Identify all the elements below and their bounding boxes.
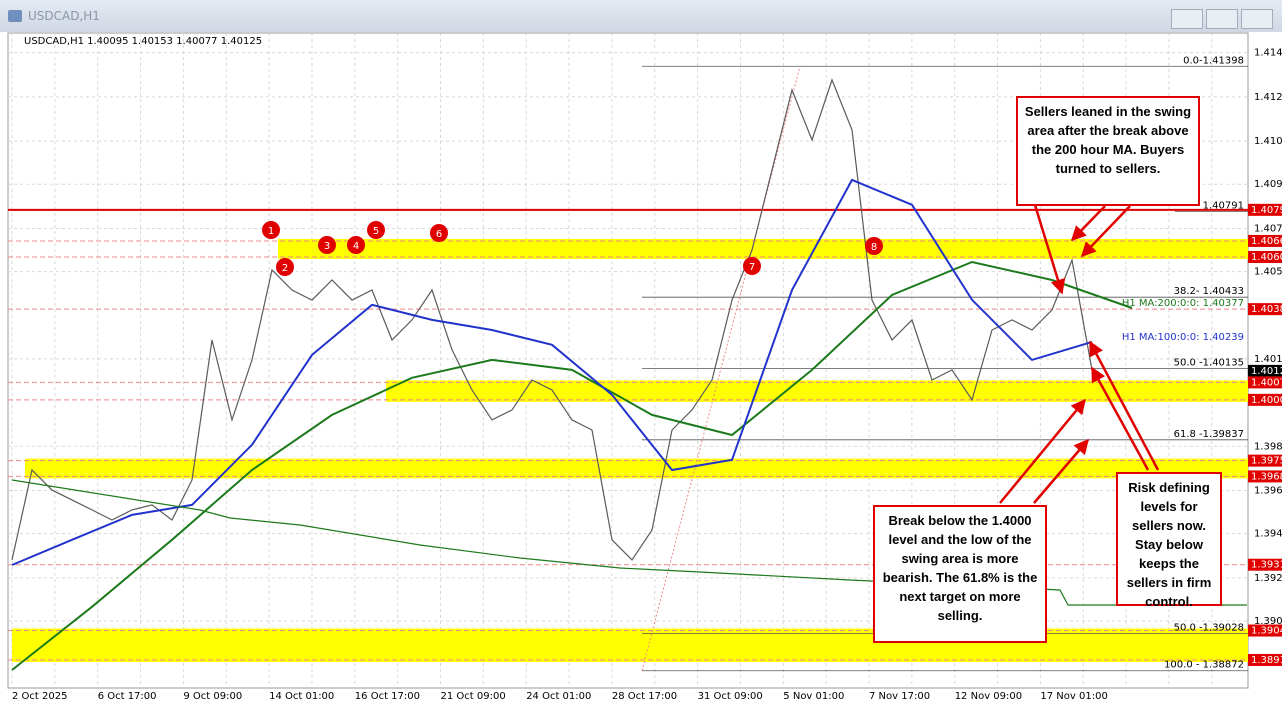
- ma200-line: [11, 260, 1133, 671]
- level-box: [1248, 364, 1282, 377]
- level-box: [1248, 653, 1282, 666]
- y-tick-label: 1.39625: [1254, 486, 1282, 497]
- fib-label: 0.0-1.41398: [1183, 55, 1244, 66]
- annotation: Risk defining levels for sellers now. St…: [1116, 472, 1222, 609]
- level-label: 1.40125: [1251, 366, 1282, 377]
- level-label: 1.40077: [1251, 377, 1282, 388]
- y-tick-label: 1.39445: [1254, 529, 1282, 540]
- chart-header: USDCAD,H1 1.40095 1.40153 1.40077 1.4012…: [24, 36, 262, 47]
- date-label: 5 Nov 01:00: [783, 691, 844, 702]
- level-box: [1248, 303, 1282, 316]
- minimize-button[interactable]: [1171, 9, 1203, 29]
- window-title: USDCAD,H1: [28, 9, 100, 23]
- level-box: [1248, 393, 1282, 406]
- level-box: [1248, 454, 1282, 467]
- swing-marker: [347, 236, 365, 254]
- yellow-zone: [278, 238, 1248, 259]
- swing-marker-label: 3: [324, 241, 330, 252]
- date-label: 9 Oct 09:00: [183, 691, 242, 702]
- swing-marker: [865, 237, 883, 255]
- swing-marker-label: 7: [749, 262, 755, 273]
- level-label: 1.40383: [1251, 304, 1282, 315]
- y-tick-label: 1.39260: [1254, 573, 1282, 584]
- y-tick-label: 1.41270: [1254, 92, 1282, 103]
- y-tick-label: 1.40540: [1254, 267, 1282, 278]
- level-label: 1.39040: [1251, 626, 1282, 637]
- swing-marker: [262, 221, 280, 239]
- level-label: 1.40004: [1251, 395, 1282, 406]
- level-label: 1.38917: [1251, 655, 1282, 666]
- swing-marker-label: 4: [353, 241, 359, 252]
- date-label: 14 Oct 01:00: [269, 691, 334, 702]
- level-box: [1248, 470, 1282, 483]
- date-label: 16 Oct 17:00: [355, 691, 420, 702]
- ma100-line: [11, 178, 1093, 566]
- title-bar: USDCAD,H1: [0, 0, 1282, 32]
- level-label: 1.39315: [1251, 560, 1282, 571]
- ma100-label: H1 MA:100:0:0: 1.40239: [1122, 332, 1244, 343]
- ma200-label: H1 MA:200:0:0: 1.40377: [1122, 298, 1244, 309]
- date-label: 7 Nov 17:00: [869, 691, 930, 702]
- swing-marker-label: 6: [436, 229, 442, 240]
- level-box: [1248, 234, 1282, 247]
- level-label: 1.40668: [1251, 236, 1282, 247]
- level-box: [1248, 624, 1282, 637]
- date-label: 28 Oct 17:00: [612, 691, 677, 702]
- swing-marker-label: 8: [871, 242, 877, 253]
- daily-ma: [11, 479, 1247, 606]
- y-tick-label: 1.40905: [1254, 179, 1282, 190]
- fib-label: 1.40791: [1203, 201, 1244, 212]
- swing-marker: [276, 258, 294, 276]
- y-tick-label: 1.39810: [1254, 441, 1282, 452]
- fib-label: 50.0 -1.40135: [1174, 357, 1244, 368]
- date-label: 24 Oct 01:00: [526, 691, 591, 702]
- yellow-zone: [25, 458, 1248, 479]
- swing-marker-label: 5: [373, 226, 379, 237]
- level-box: [1248, 376, 1282, 389]
- y-tick-label: 1.41455: [1254, 48, 1282, 59]
- date-label: 2 Oct 2025: [12, 691, 67, 702]
- swing-marker-label: 1: [268, 226, 274, 237]
- annotation: Break below the 1.4000 level and the low…: [873, 505, 1047, 643]
- level-label: 1.39750: [1251, 456, 1282, 467]
- date-label: 31 Oct 09:00: [698, 691, 763, 702]
- y-tick-label: 1.39080: [1254, 616, 1282, 627]
- y-tick-label: 1.40720: [1254, 224, 1282, 235]
- close-button[interactable]: [1241, 9, 1273, 29]
- fib-label: 50.0 -1.39028: [1174, 622, 1244, 633]
- annotation: Sellers leaned in the swing area after t…: [1016, 96, 1200, 206]
- swing-marker: [367, 221, 385, 239]
- window-icon: [8, 10, 22, 22]
- swing-marker: [743, 257, 761, 275]
- maximize-button[interactable]: [1206, 9, 1238, 29]
- swing-marker: [430, 224, 448, 242]
- date-label: 17 Nov 01:00: [1040, 691, 1107, 702]
- date-label: 12 Nov 09:00: [955, 691, 1022, 702]
- level-box: [1248, 203, 1282, 216]
- level-label: 1.40798: [1251, 205, 1282, 216]
- level-box: [1248, 250, 1282, 263]
- fib-label: 100.0 - 1.38872: [1164, 660, 1244, 671]
- level-box: [1248, 558, 1282, 571]
- date-label: 6 Oct 17:00: [98, 691, 157, 702]
- fib-label: 61.8 -1.39837: [1174, 429, 1244, 440]
- swing-marker: [318, 236, 336, 254]
- swing-marker-label: 2: [282, 263, 288, 274]
- fib-label: 38.2- 1.40433: [1174, 286, 1244, 297]
- arrows: [999, 204, 1160, 504]
- price-line: [11, 78, 1093, 561]
- y-tick-label: 1.40175: [1254, 354, 1282, 365]
- level-label: 1.39684: [1251, 471, 1282, 482]
- date-label: 21 Oct 09:00: [441, 691, 506, 702]
- level-label: 1.40601: [1251, 252, 1282, 263]
- y-tick-label: 1.41085: [1254, 136, 1282, 147]
